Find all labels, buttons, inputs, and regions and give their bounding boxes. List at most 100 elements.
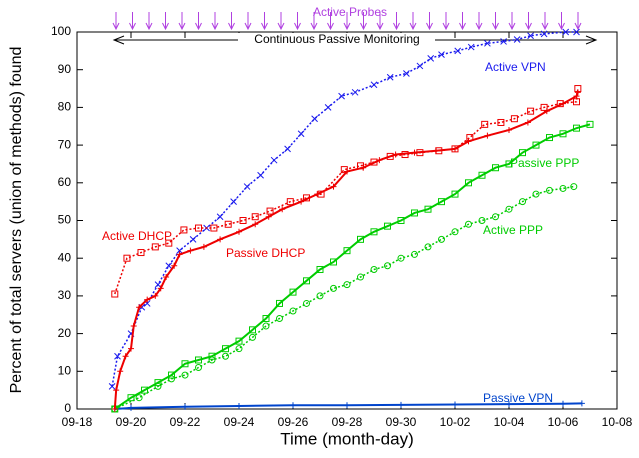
marker: [276, 299, 283, 307]
marker: [343, 247, 351, 255]
marker: [266, 207, 274, 215]
marker: [195, 364, 202, 372]
probe-arrow-head: [145, 22, 153, 31]
marker: [505, 205, 513, 213]
marker: [200, 243, 207, 250]
marker: [165, 239, 173, 247]
marker: [113, 387, 120, 394]
marker: [279, 206, 286, 213]
plot-frame: [76, 31, 618, 410]
annotation-bg: [238, 33, 435, 47]
marker: [297, 130, 305, 138]
marker: [127, 394, 135, 402]
marker: [546, 134, 553, 142]
marker: [438, 235, 445, 243]
marker: [111, 290, 119, 298]
marker: [152, 292, 159, 299]
marker: [560, 100, 566, 107]
marker: [316, 292, 324, 300]
series-label: Passive VPN: [483, 391, 553, 405]
marker: [416, 62, 424, 70]
x-tick-label: 09-18: [62, 415, 93, 429]
marker: [217, 236, 224, 243]
marker: [492, 164, 499, 172]
marker: [165, 262, 173, 270]
marker: [136, 304, 143, 311]
series-line: [113, 91, 579, 410]
marker: [230, 198, 237, 206]
marker: [338, 92, 345, 100]
marker: [222, 352, 229, 360]
probe-arrow-head: [360, 22, 367, 31]
marker: [171, 262, 178, 269]
y-tick-label: 50: [58, 213, 72, 227]
marker: [357, 235, 364, 243]
x-tick-label: 09-24: [224, 415, 255, 429]
marker: [344, 402, 350, 409]
marker: [344, 168, 350, 175]
marker: [117, 368, 124, 375]
marker: [262, 315, 270, 323]
marker: [578, 400, 585, 407]
probe-arrow-head: [327, 22, 334, 31]
marker: [465, 179, 472, 187]
probe-arrow-head: [442, 22, 450, 31]
marker: [370, 228, 378, 236]
marker: [195, 224, 202, 232]
marker: [360, 164, 367, 171]
marker: [484, 132, 491, 139]
marker: [210, 224, 218, 232]
marker: [497, 118, 505, 126]
marker: [570, 183, 578, 191]
x-tick-label: 10-04: [494, 415, 525, 429]
marker: [180, 226, 188, 234]
marker: [243, 183, 251, 190]
marker: [122, 353, 129, 360]
x-tick-label: 10-06: [548, 415, 579, 429]
marker: [451, 228, 459, 236]
probe-arrow-head: [393, 22, 400, 31]
probe-arrow-head: [409, 22, 417, 31]
marker: [311, 115, 318, 123]
marker: [316, 266, 324, 274]
marker: [454, 47, 462, 55]
marker: [532, 141, 540, 149]
marker: [559, 130, 567, 138]
marker: [500, 38, 507, 45]
marker: [532, 190, 540, 198]
marker: [519, 149, 526, 157]
marker: [397, 254, 405, 262]
annotation: Active Probes: [313, 5, 387, 19]
marker: [546, 186, 553, 194]
marker: [224, 220, 232, 228]
probe-arrow-head: [574, 22, 582, 31]
marker: [562, 28, 570, 36]
y-tick-label: 0: [64, 401, 71, 415]
marker: [397, 217, 405, 224]
probe-arrow-head: [310, 22, 318, 31]
marker: [189, 235, 197, 243]
marker: [433, 147, 440, 154]
marker: [540, 103, 548, 111]
marker: [506, 401, 512, 408]
marker: [265, 213, 272, 220]
marker: [573, 28, 580, 36]
marker: [384, 222, 391, 230]
marker: [478, 217, 486, 224]
marker: [236, 402, 242, 409]
marker: [181, 360, 189, 368]
marker: [154, 281, 162, 288]
probe-arrow-head: [508, 22, 516, 31]
marker: [424, 205, 432, 213]
marker: [114, 352, 121, 360]
marker: [303, 299, 310, 307]
marker: [452, 401, 458, 408]
marker: [249, 326, 256, 334]
passive-arrow-head: [112, 35, 598, 45]
marker: [128, 345, 134, 352]
marker: [289, 288, 297, 296]
marker: [411, 149, 418, 156]
marker: [574, 89, 581, 96]
marker: [392, 151, 399, 158]
marker: [216, 213, 224, 221]
